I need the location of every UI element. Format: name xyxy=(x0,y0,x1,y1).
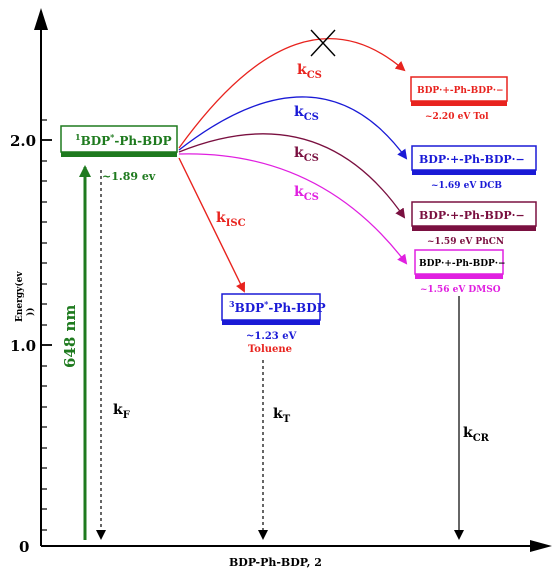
kCS-curve-dmso xyxy=(178,153,408,265)
cs-phcn-level-bar xyxy=(412,226,536,231)
tick-label-2: 2.0 xyxy=(10,132,36,150)
state-cs-phcn: BDP·+-Ph-BDP·− ~1.59 eV PhCN xyxy=(411,201,537,247)
kCR-label: kCR xyxy=(463,425,490,444)
x-axis-arrowhead xyxy=(530,540,552,552)
axes: 2.0 1.0 0 Energy(ev )) BDP-Ph-BDP, 2 xyxy=(10,8,552,569)
kCS-label-dcb: kCS xyxy=(294,104,319,123)
cs-dmso-label: BDP·+-Ph-BDP·− xyxy=(419,259,506,269)
kCS-label-phcn: kCS xyxy=(294,145,319,164)
cs-tol-level-bar xyxy=(411,101,507,106)
kCS-curve-phcn xyxy=(178,133,406,219)
kCS-curve-dcb xyxy=(178,96,408,160)
s1-box xyxy=(60,125,178,153)
intersystem-crossing: kISC xyxy=(178,157,246,293)
state-t1: 3BDP*-Ph-BDP ~1.23 eV Toluene xyxy=(221,293,326,355)
x-axis-label: BDP-Ph-BDP, 2 xyxy=(229,556,322,569)
cs-dcb-label: BDP·+-Ph-BDP·− xyxy=(419,153,525,166)
t1-label: 3BDP*-Ph-BDP xyxy=(229,299,326,315)
cs-phcn-energy: ~1.59 eV PhCN xyxy=(427,237,504,247)
fluorescence: kF xyxy=(96,170,130,540)
kCS-label-tol: kCS xyxy=(297,62,322,81)
charge-recombination: kCR xyxy=(454,296,490,540)
y-ticks-major xyxy=(41,139,52,346)
phosphorescence: kT xyxy=(258,360,291,540)
cs-dcb-box xyxy=(411,145,537,171)
s1-level-bar xyxy=(61,152,177,157)
forbidden-mark-2 xyxy=(310,29,336,57)
kCS-curve-tol xyxy=(178,38,406,149)
state-cs-dcb: BDP·+-Ph-BDP·− ~1.69 eV DCB xyxy=(411,145,537,191)
state-cs-dmso: BDP·+-Ph-BDP·− ~1.56 eV DMSO xyxy=(414,249,506,295)
y-axis-arrowhead xyxy=(34,8,48,30)
cs-dmso-level-bar xyxy=(415,274,503,279)
s1-label: 1BDP*-Ph-BDP xyxy=(75,132,172,148)
state-cs-tol: BDP·+-Ph-BDP·− ~2.20 eV Tol xyxy=(410,76,508,122)
cs-tol-box xyxy=(410,76,508,102)
cs-dcb-level-bar xyxy=(412,170,536,175)
t1-energy: ~1.23 eV xyxy=(246,331,297,342)
tick-label-1: 1.0 xyxy=(10,337,36,355)
t1-box xyxy=(221,293,321,321)
cs-dmso-energy: ~1.56 eV DMSO xyxy=(420,285,501,295)
state-s1: 1BDP*-Ph-BDP ~1.89 ev xyxy=(60,125,178,183)
y-axis-label: Energy(ev xyxy=(14,271,25,322)
t1-solvent: Toluene xyxy=(248,344,292,355)
tick-label-0: 0 xyxy=(19,538,29,556)
cs-tol-energy: ~2.20 eV Tol xyxy=(425,112,489,122)
y-axis-label-paren: )) xyxy=(25,307,36,316)
charge-separation-curves xyxy=(178,29,408,265)
kISC-arrow xyxy=(178,157,245,293)
kT-label: kT xyxy=(273,406,291,425)
excitation-label: 648 nm xyxy=(61,305,79,368)
kCS-label-dmso: kCS xyxy=(294,184,319,203)
cs-dcb-energy: ~1.69 eV DCB xyxy=(431,181,502,191)
kF-label: kF xyxy=(113,402,130,421)
cs-phcn-label: BDP·+-Ph-BDP·− xyxy=(419,209,525,222)
cs-tol-label: BDP·+-Ph-BDP·− xyxy=(417,86,504,96)
kISC-label: kISC xyxy=(216,210,246,229)
s1-energy: ~1.89 ev xyxy=(102,170,156,183)
t1-level-bar xyxy=(222,320,320,325)
excitation: 648 nm xyxy=(61,165,91,540)
y-ticks xyxy=(41,119,47,531)
